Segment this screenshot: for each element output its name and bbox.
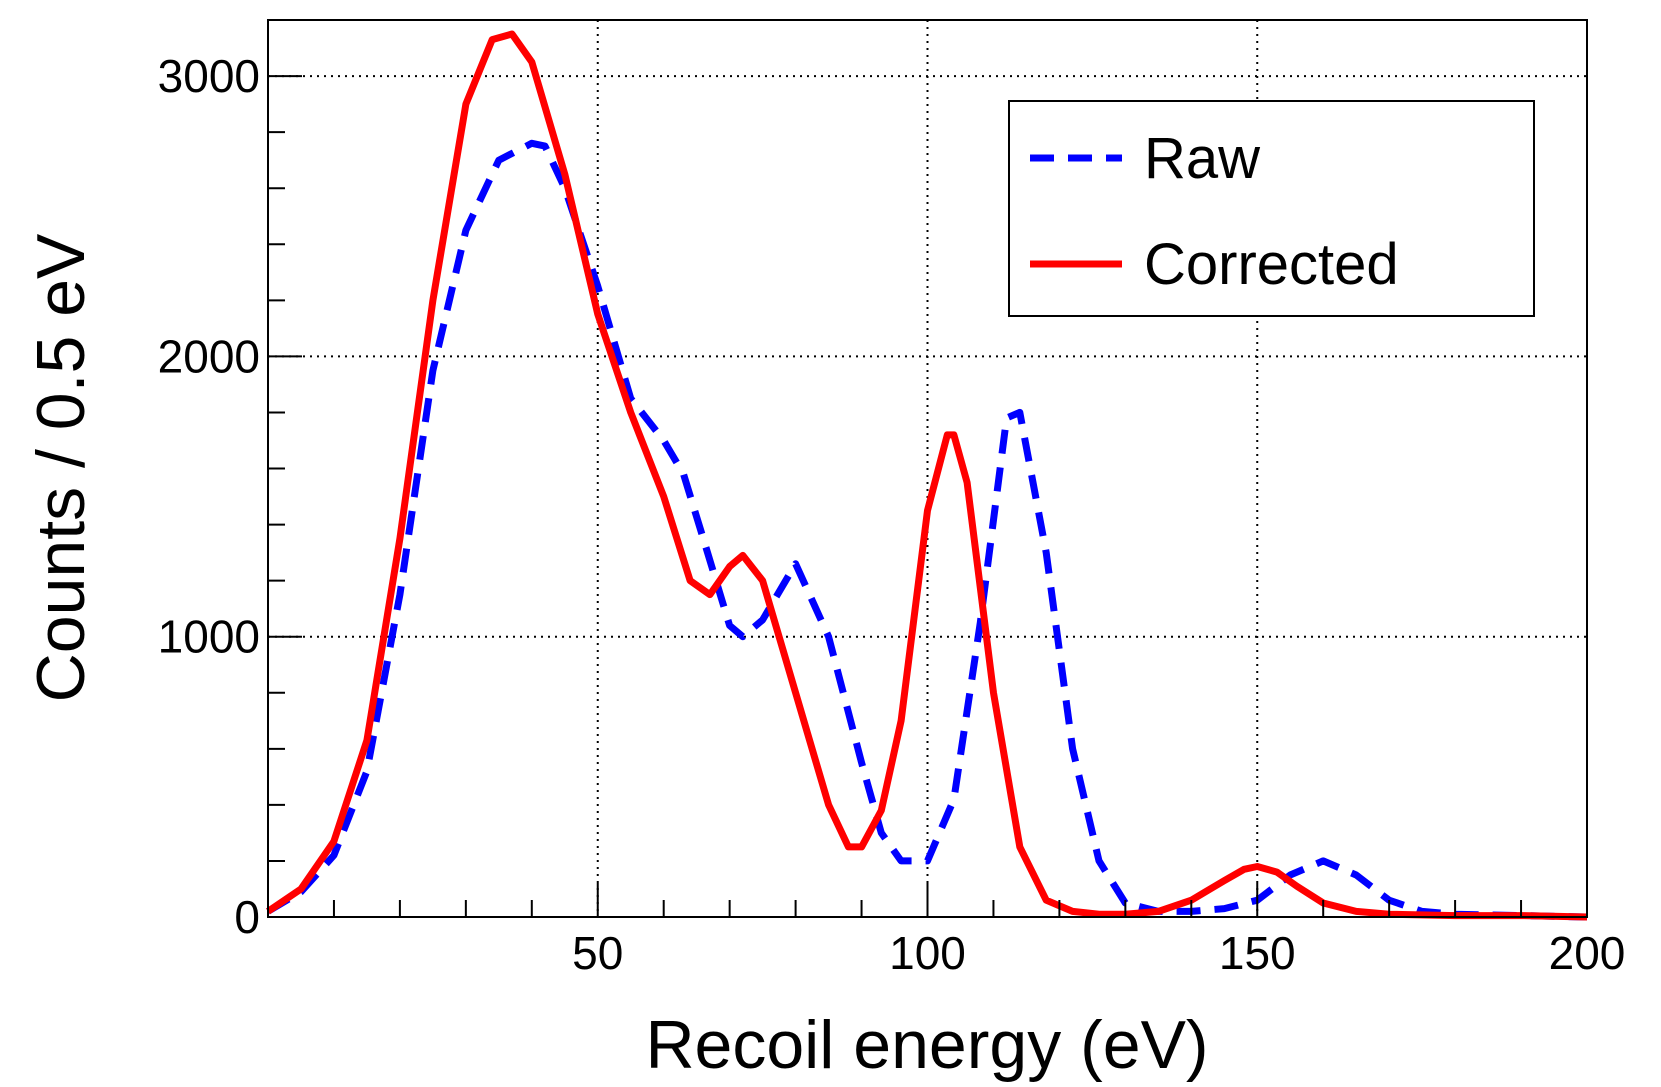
- y-tick-label: 0: [234, 891, 260, 943]
- ticks: [268, 19, 1588, 918]
- series-line-corrected: [266, 30, 1588, 921]
- x-tick-label: 200: [1549, 927, 1626, 979]
- legend: Raw Corrected: [1008, 100, 1535, 317]
- legend-label-raw: Raw: [1144, 126, 1261, 191]
- x-axis-title: Recoil energy (eV): [645, 1007, 1208, 1083]
- y-axis-title: Counts / 0.5 eV: [23, 233, 99, 702]
- grid: [268, 20, 1587, 917]
- y-tick-label: 3000: [158, 50, 260, 102]
- legend-label-corrected: Corrected: [1144, 232, 1399, 297]
- series-line-raw: [266, 139, 1588, 921]
- y-tick-label: 2000: [158, 330, 260, 382]
- legend-box: [1008, 100, 1535, 317]
- x-tick-label: 50: [572, 927, 623, 979]
- y-tick-label: 1000: [158, 611, 260, 663]
- x-tick-label: 100: [889, 927, 966, 979]
- x-tick-label: 150: [1219, 927, 1296, 979]
- series-layer: [266, 30, 1588, 921]
